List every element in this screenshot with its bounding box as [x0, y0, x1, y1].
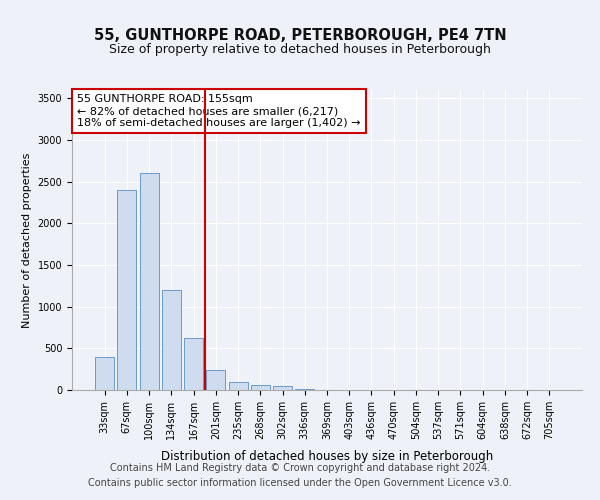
Bar — [206, 370, 225, 390]
Bar — [140, 174, 158, 390]
Text: 55, GUNTHORPE ROAD, PETERBOROUGH, PE4 7TN: 55, GUNTHORPE ROAD, PETERBOROUGH, PE4 7T… — [94, 28, 506, 42]
Bar — [95, 356, 114, 390]
Bar — [251, 385, 270, 390]
Text: 55 GUNTHORPE ROAD: 155sqm
← 82% of detached houses are smaller (6,217)
18% of se: 55 GUNTHORPE ROAD: 155sqm ← 82% of detac… — [77, 94, 361, 128]
Bar — [118, 190, 136, 390]
Bar — [184, 338, 203, 390]
Bar — [162, 290, 181, 390]
Bar — [229, 382, 248, 390]
Text: Size of property relative to detached houses in Peterborough: Size of property relative to detached ho… — [109, 42, 491, 56]
X-axis label: Distribution of detached houses by size in Peterborough: Distribution of detached houses by size … — [161, 450, 493, 463]
Y-axis label: Number of detached properties: Number of detached properties — [22, 152, 32, 328]
Text: Contains HM Land Registry data © Crown copyright and database right 2024.
Contai: Contains HM Land Registry data © Crown c… — [88, 462, 512, 487]
Bar — [273, 386, 292, 390]
Bar — [295, 389, 314, 390]
